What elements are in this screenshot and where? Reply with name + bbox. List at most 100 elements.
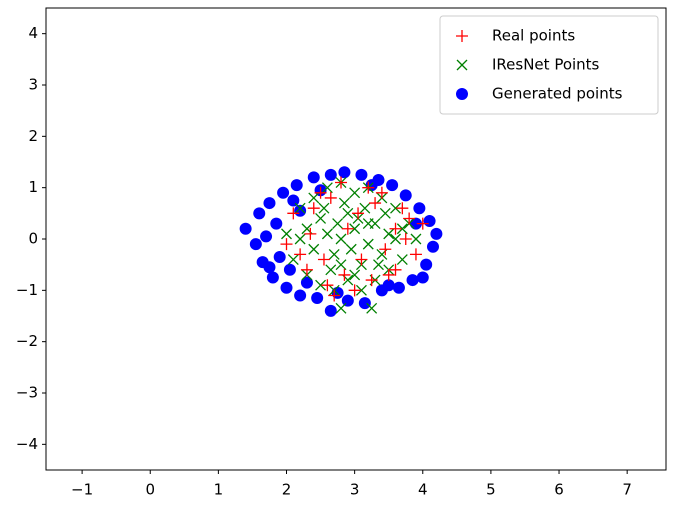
point: [390, 233, 401, 245]
point: [325, 264, 337, 276]
point: [335, 259, 347, 271]
point: [423, 215, 436, 228]
point: [294, 202, 306, 214]
point: [335, 176, 348, 189]
point: [399, 189, 412, 202]
point: [392, 281, 405, 294]
point: [341, 222, 354, 235]
y-tick-label: 1: [28, 178, 38, 196]
point: [332, 218, 344, 230]
point: [355, 284, 367, 296]
point: [280, 238, 293, 251]
point: [308, 192, 320, 204]
point: [270, 217, 283, 230]
point: [349, 187, 361, 199]
point: [304, 227, 317, 240]
y-tick-label: −2: [16, 332, 38, 350]
point: [308, 243, 320, 255]
point: [349, 269, 361, 281]
point: [365, 274, 378, 287]
point: [314, 186, 327, 199]
point: [266, 271, 279, 284]
point: [315, 213, 327, 224]
x-tick-label: 5: [486, 481, 496, 499]
point: [379, 243, 392, 256]
x-tick-label: 1: [214, 481, 224, 499]
point: [382, 279, 395, 292]
point: [379, 207, 391, 219]
point: [311, 292, 324, 305]
point: [294, 248, 307, 261]
x-tick-label: 2: [282, 481, 292, 499]
legend-box: [439, 15, 659, 115]
point: [362, 181, 375, 194]
y-tick-label: −4: [16, 435, 38, 453]
point: [366, 302, 378, 314]
point: [287, 207, 300, 220]
point: [348, 284, 361, 297]
point: [359, 202, 371, 214]
point: [396, 254, 408, 265]
point: [328, 289, 341, 302]
point: [349, 223, 361, 235]
point: [307, 202, 320, 215]
point: [335, 302, 347, 314]
point: [389, 222, 402, 235]
point: [273, 250, 286, 263]
point: [355, 253, 368, 266]
point: [315, 279, 327, 291]
point: [300, 276, 313, 289]
point: [294, 289, 307, 302]
point: [263, 261, 276, 274]
legend-label: IResNet Points: [492, 56, 600, 74]
point: [426, 240, 439, 253]
point: [375, 186, 388, 199]
plot-area: [239, 166, 443, 317]
point: [321, 182, 333, 194]
point: [373, 259, 384, 271]
point: [321, 228, 333, 240]
y-tick-label: 4: [28, 24, 38, 42]
point: [345, 243, 357, 255]
point: [283, 263, 296, 276]
point: [362, 218, 374, 230]
point: [335, 233, 347, 245]
point: [416, 271, 429, 284]
point: [260, 230, 273, 243]
point: [396, 223, 408, 235]
point: [396, 202, 409, 215]
x-tick-label: 3: [350, 481, 360, 499]
point: [249, 238, 262, 251]
point: [277, 186, 290, 199]
point: [390, 202, 401, 214]
point: [294, 233, 306, 245]
point: [430, 227, 443, 240]
point: [362, 238, 374, 250]
y-tick-label: 0: [28, 230, 38, 248]
point: [352, 207, 365, 220]
y-tick-label: −3: [16, 384, 38, 402]
legend-label: Generated points: [492, 85, 623, 103]
x-tick-label: 7: [622, 481, 632, 499]
point: [324, 191, 337, 204]
point: [280, 281, 293, 294]
point: [456, 59, 468, 71]
point: [342, 207, 354, 219]
point: [456, 88, 468, 100]
point: [338, 166, 351, 179]
point: [321, 279, 334, 292]
point: [290, 179, 303, 192]
point: [369, 197, 382, 210]
point: [358, 297, 371, 310]
point: [307, 171, 320, 184]
point: [281, 228, 292, 240]
point: [239, 222, 252, 235]
x-tick-label: 4: [418, 481, 428, 499]
point: [263, 197, 276, 210]
x-tick-label: 0: [145, 481, 155, 499]
point: [253, 207, 266, 220]
point: [300, 263, 313, 276]
point: [317, 253, 330, 266]
point: [338, 197, 350, 209]
